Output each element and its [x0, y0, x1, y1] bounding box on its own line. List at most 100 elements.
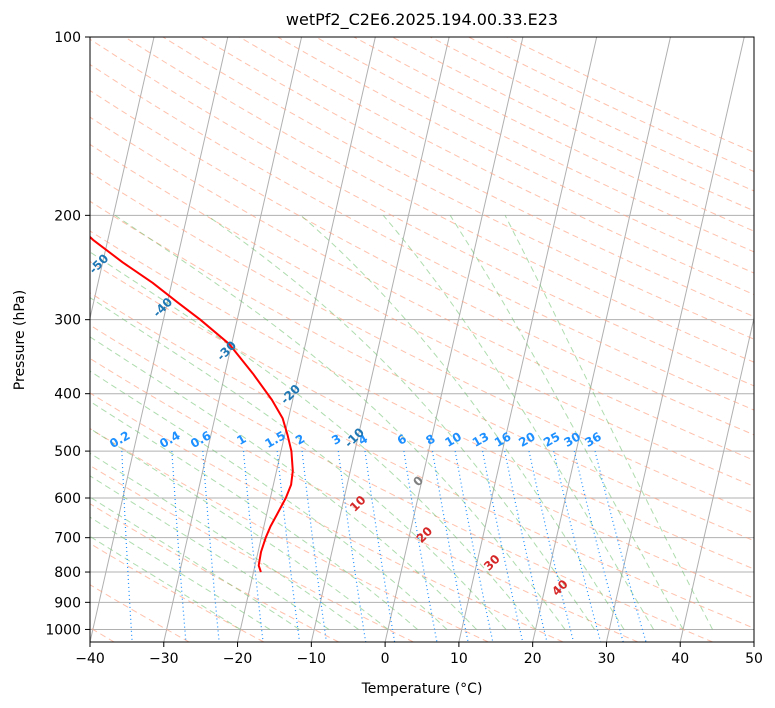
dry-adiabat-line	[506, 37, 754, 153]
moist-adiabat-line	[90, 535, 241, 630]
dry-adiabat-line	[391, 37, 754, 212]
x-tick-label: −40	[75, 651, 105, 667]
mixing-ratio-label: 8	[423, 431, 437, 447]
mixing-ratio-line	[242, 451, 264, 642]
y-tick-label: 300	[54, 313, 81, 329]
mixing-ratio-line	[171, 451, 187, 642]
mixing-ratio-label: 0.4	[157, 428, 182, 451]
isotherm-line	[458, 37, 598, 642]
moist-adiabat-line	[90, 336, 477, 630]
moist-adiabat-label: 30	[481, 552, 503, 574]
y-tick-label: 400	[54, 387, 81, 403]
mixing-ratio-line	[594, 450, 647, 642]
y-tick-label: 700	[54, 531, 81, 547]
mixing-ratio-line	[431, 451, 469, 642]
mixing-ratio-line	[482, 450, 524, 642]
mixing-ratio-label: 25	[541, 429, 562, 449]
plot-frame	[89, 36, 755, 643]
y-axis: 100 200 300 400 500 600 700 800 900 1000	[45, 30, 90, 638]
y-tick-label: 200	[54, 208, 81, 224]
dry-adiabat-line	[90, 200, 754, 542]
chart-title: wetPf2_C2E6.2025.194.00.33.E23	[286, 10, 558, 30]
isotherm-label: -20	[278, 382, 303, 407]
temperature-line	[90, 235, 294, 573]
mixing-ratio-line	[454, 450, 494, 642]
x-tick-label: −20	[223, 651, 253, 667]
mixing-ratio-label: 1.5	[263, 428, 288, 451]
mixing-ratio-label: 0.2	[107, 428, 132, 451]
dry-adiabat-line	[90, 171, 754, 514]
y-tick-label: 500	[54, 444, 81, 460]
isotherm-line	[163, 37, 303, 642]
isotherm-line	[532, 37, 671, 642]
x-tick-label: 20	[524, 651, 542, 667]
mixing-ratio-line	[573, 450, 624, 642]
x-tick-label: 30	[598, 651, 616, 667]
moist-adiabat-line	[90, 370, 448, 630]
mixing-ratio-line	[553, 450, 602, 642]
dry-adiabat-line	[239, 37, 754, 296]
background-lines	[0, 37, 754, 642]
moist-adiabat-line	[504, 215, 714, 630]
dry-adiabat-line	[90, 357, 639, 642]
mixing-ratio-line	[276, 451, 301, 642]
x-tick-label: 10	[450, 651, 468, 667]
isotherm-line	[753, 639, 754, 642]
dry-adiabat-line	[162, 37, 754, 340]
moist-adiabat-line	[90, 296, 507, 630]
mixing-ratio-line	[528, 450, 575, 642]
x-tick-label: 40	[671, 651, 689, 667]
isotherm-line	[384, 37, 524, 642]
dry-adiabat-line	[90, 89, 754, 436]
dry-adiabat-line	[90, 230, 754, 570]
dry-adiabat-line	[90, 260, 754, 599]
isotherm-label: -30	[214, 338, 239, 363]
isotherm-label: 0	[410, 473, 426, 489]
dry-adiabat-line	[90, 428, 489, 642]
mixing-ratio-label: 2	[293, 431, 307, 447]
dry-adiabat-line	[90, 503, 339, 642]
isotherm-line	[679, 315, 754, 642]
x-axis-title: Temperature (°C)	[361, 681, 483, 697]
x-tick-label: −30	[149, 651, 179, 667]
mixing-ratio-label: 20	[516, 429, 537, 449]
mixing-ratio-label: 1	[234, 431, 248, 447]
y-tick-label: 1000	[45, 622, 81, 638]
y-tick-label: 900	[54, 595, 81, 611]
dry-adiabat-line	[468, 37, 754, 173]
dry-adiabat-line	[90, 116, 754, 461]
moist-adiabat-line	[114, 214, 566, 630]
y-tick-label: 100	[54, 30, 81, 46]
dry-adiabat-line	[90, 292, 754, 629]
mixing-ratio-label: 0.6	[188, 428, 213, 451]
y-tick-label: 600	[54, 491, 81, 507]
dewpoint-line	[0, 37, 10, 575]
mixing-ratio-label: 13	[470, 429, 491, 449]
mixing-ratio-label: 30	[562, 429, 583, 449]
moist-adiabat-line	[206, 214, 595, 630]
mixing-ratio-line	[301, 451, 327, 642]
sounding-series	[0, 37, 294, 575]
moist-adiabat-line	[382, 214, 655, 630]
isotherm-line	[605, 37, 745, 642]
moist-adiabat-line	[90, 452, 359, 630]
moist-adiabat-label: 20	[414, 524, 436, 546]
x-tick-label: −10	[297, 651, 327, 667]
x-tick-label: 50	[745, 651, 763, 667]
mixing-ratio-line	[121, 451, 133, 642]
line-labels: 0.2 0.4 0.6 1 1.5 2 3 4 6 8 10 13 16 20 25 30 36-50-40-3…	[86, 251, 604, 598]
mixing-ratio-label: 10	[442, 429, 463, 449]
y-axis-title: Pressure (hPa)	[12, 290, 28, 390]
dry-adiabat-line	[90, 584, 190, 642]
dry-adiabat-line	[200, 37, 754, 318]
dry-adiabat-line	[90, 63, 754, 411]
moist-adiabat-label: 10	[347, 493, 369, 515]
dry-adiabat-line	[90, 38, 754, 387]
dry-adiabat-line	[124, 37, 754, 363]
moist-adiabat-line	[449, 215, 684, 630]
dry-adiabat-line	[90, 143, 754, 487]
mixing-ratio-line	[364, 451, 396, 642]
y-tick-label: 800	[54, 565, 81, 581]
isotherm-line	[0, 37, 6, 642]
